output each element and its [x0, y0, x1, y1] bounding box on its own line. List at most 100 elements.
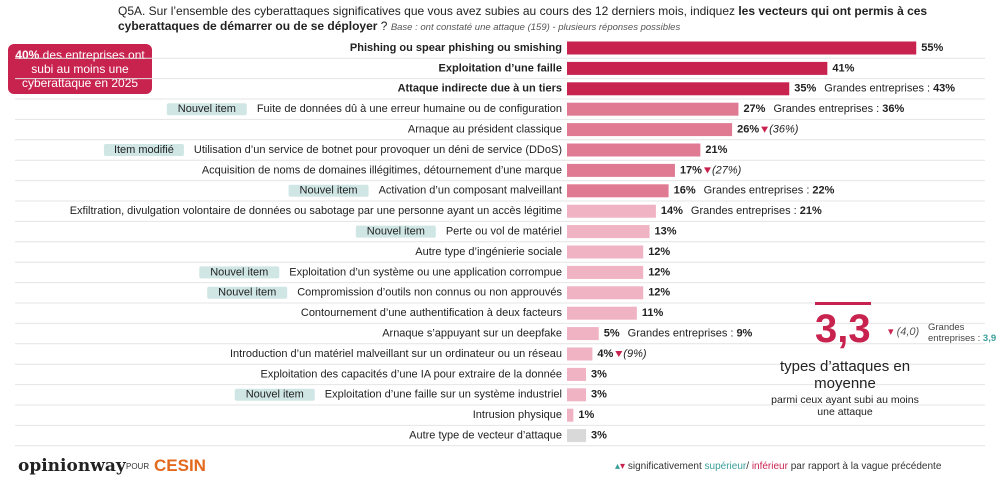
category-label: Introduction d’un matériel malveillant s… — [230, 348, 562, 360]
bar — [567, 429, 587, 443]
average-note: Grandes entreprises : 3,9 — [928, 322, 1007, 344]
category-label: Exploitation d’une faille sur un système… — [325, 389, 562, 401]
logo: opinionway — [18, 456, 126, 476]
average-value: 3,3 — [815, 302, 871, 352]
category-label: Attaque indirecte due à un tiers — [398, 83, 562, 95]
bar — [567, 367, 587, 381]
value-label: 12% — [648, 246, 670, 258]
legend-text: / — [746, 461, 750, 472]
previous-value: (9%) — [623, 348, 647, 360]
note-value: 9% — [736, 328, 752, 340]
note-label: Grandes entreprises : — [928, 322, 981, 344]
bar — [567, 41, 917, 55]
down-arrow — [761, 126, 769, 133]
average-previous: ▾ (4,0) — [888, 326, 920, 338]
value-label: 26% — [737, 124, 759, 136]
bar — [567, 286, 644, 300]
tag-pill — [234, 388, 315, 401]
tag-label: Nouvel item — [178, 103, 236, 115]
bar — [567, 82, 790, 96]
category-label: Exploitation d’une faille — [439, 62, 562, 74]
note-value: 22% — [812, 185, 834, 197]
category-label: Acquisition de noms de domaines illégiti… — [202, 164, 562, 176]
question: Q5A. Sur l’ensemble des cyberattaques si… — [118, 4, 998, 35]
category-label: Utilisation d’un service de botnet pour … — [194, 144, 562, 156]
tag-pill — [103, 144, 184, 156]
bar — [567, 225, 650, 239]
bar — [567, 388, 587, 402]
previous-value: (27%) — [712, 164, 742, 176]
category-label: Phishing ou spear phishing ou smishing — [350, 42, 562, 54]
bar — [567, 123, 733, 137]
note-value: 21% — [800, 205, 822, 217]
value-label: 12% — [648, 266, 670, 278]
value-label: 13% — [655, 226, 677, 238]
note-label: Grandes entreprises : — [628, 328, 734, 340]
value-label: 16% — [674, 185, 696, 197]
value-label: 3% — [591, 430, 607, 442]
down-arrow — [703, 167, 711, 174]
note-value: 43% — [933, 83, 955, 95]
bar — [567, 184, 669, 198]
down-arrow — [615, 351, 623, 357]
category-label: Autre type de vecteur d’attaque — [409, 430, 562, 442]
category-label: Compromission d’outils non connus ou non… — [297, 287, 562, 299]
value-label: 12% — [648, 287, 670, 299]
tag-pill — [166, 103, 247, 116]
bar — [567, 265, 644, 279]
bar — [567, 245, 644, 259]
category-label: Exfiltration, divulgation volontaire de … — [70, 205, 562, 217]
legend-text: significativement — [627, 461, 702, 472]
tag-label: Nouvel item — [218, 287, 276, 299]
value-label: 17% — [680, 164, 702, 176]
note-label: Grandes entreprises : — [691, 205, 797, 217]
tag-label: Nouvel item — [210, 266, 268, 278]
value-label: 3% — [591, 389, 607, 401]
tag-label: Item modifié — [114, 144, 174, 156]
bar — [567, 163, 675, 177]
legend-text: par rapport à la vague précédente — [790, 461, 942, 472]
value-label: 3% — [591, 368, 607, 380]
value-label: 35% — [794, 83, 816, 95]
average-label: types d’attaques en moyenne — [779, 358, 911, 392]
category-label: Perte ou vol de matériel — [446, 226, 562, 238]
note-value: 3,9 — [982, 333, 997, 344]
value-label: 4% — [597, 348, 613, 360]
tag-label: Nouvel item — [300, 185, 358, 197]
value-label: 11% — [642, 307, 664, 319]
category-label: Fuite de données dû à une erreur humaine… — [257, 103, 562, 115]
bar — [567, 408, 574, 422]
legend: ▴▾ significativement supérieur/ inférieu… — [615, 461, 942, 472]
question-text: Q5A. Sur l’ensemble des cyberattaques si… — [118, 4, 739, 18]
average-sublabel: parmi ceux ayant subi au moins une attaq… — [771, 394, 919, 418]
base-note: Base : ont constaté une attaque (159) - … — [390, 22, 681, 33]
value-label: 55% — [921, 42, 943, 54]
tag-pill — [207, 286, 288, 299]
tag-pill — [199, 266, 280, 279]
category-label: Arnaque au président classique — [408, 124, 562, 136]
question-text: ? — [380, 19, 388, 33]
previous-value: (36%) — [769, 124, 799, 136]
category-label: Arnaque s’appuyant sur un deepfake — [382, 328, 562, 340]
category-label: Contournement d’une authentification à d… — [301, 307, 563, 319]
previous-value: (4,0) — [896, 326, 920, 338]
tag-pill — [355, 225, 436, 238]
bar — [567, 61, 828, 75]
note-value: 36% — [882, 103, 904, 115]
bar — [567, 306, 637, 320]
legend-up: supérieur — [704, 461, 747, 472]
question-emphasis: les vecteurs qui ont permis à ces cybera… — [118, 4, 928, 33]
bar — [567, 204, 656, 218]
value-label: 1% — [578, 409, 594, 421]
bar — [567, 102, 739, 116]
note-label: Grandes entreprises : — [704, 185, 810, 197]
category-label: Intrusion physique — [473, 409, 562, 421]
category-label: Exploitation des capacités d’une IA pour… — [261, 368, 562, 380]
category-label: Activation d’un composant malveillant — [379, 185, 562, 197]
bar — [567, 327, 599, 341]
category-label: Exploitation d’un système ou une applica… — [289, 266, 562, 278]
tag-label: Nouvel item — [367, 226, 425, 238]
value-label: 41% — [832, 62, 854, 74]
